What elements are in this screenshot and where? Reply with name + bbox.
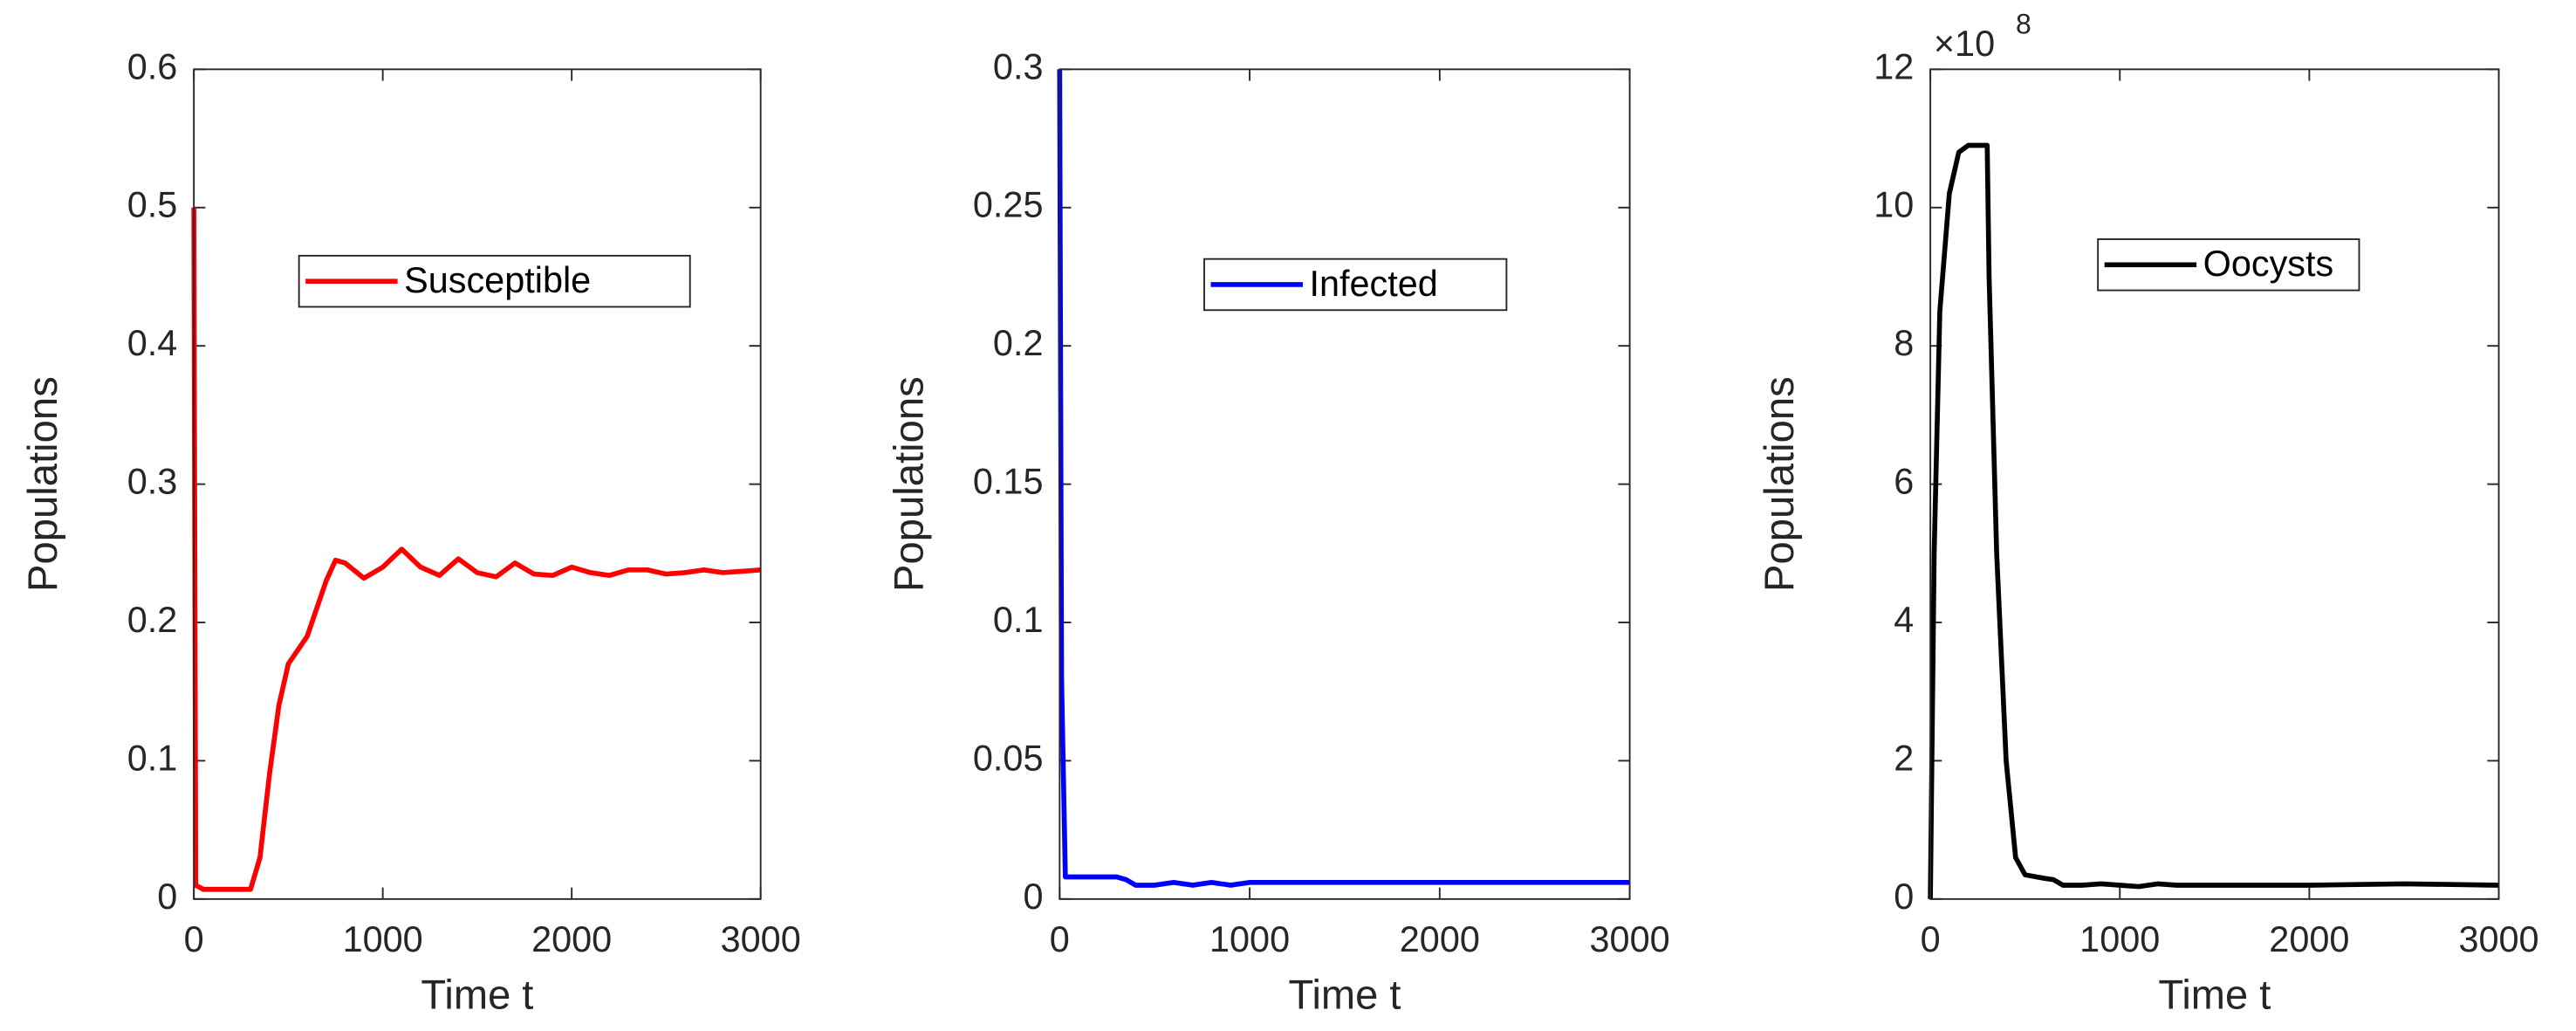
y-scale-exponent: 8 — [2016, 9, 2031, 40]
x-tick-label: 2000 — [1400, 918, 1480, 959]
y-scale-base: ×10 — [1934, 23, 1995, 64]
y-tick-label: 10 — [1874, 184, 1914, 225]
axes-background — [1930, 69, 2499, 899]
legend-label: Oocysts — [2203, 243, 2334, 284]
x-axis-label: Time t — [1288, 972, 1401, 1018]
x-tick-label: 1000 — [1209, 918, 1290, 959]
x-axis-label: Time t — [2158, 972, 2271, 1018]
y-tick-label: 0.05 — [973, 737, 1044, 778]
x-tick-label: 3000 — [1590, 918, 1670, 959]
x-tick-label: 0 — [184, 918, 204, 959]
y-tick-label: 0 — [1894, 876, 1914, 917]
y-axis-label: Populations — [885, 376, 931, 592]
y-tick-label: 0.1 — [127, 737, 178, 778]
y-tick-label: 0.5 — [127, 184, 178, 225]
y-tick-label: 0 — [157, 876, 177, 917]
axes-frame — [1058, 68, 1631, 900]
x-tick-label: 2000 — [531, 918, 612, 959]
y-tick-label: 2 — [1894, 737, 1914, 778]
y-tick-label: 0.15 — [973, 461, 1044, 502]
data-line — [191, 207, 761, 892]
y-tick-label: 0.6 — [127, 45, 178, 86]
y-tick-label: 0.4 — [127, 322, 178, 363]
y-tick-label: 0.25 — [973, 184, 1044, 225]
y-tick-label: 12 — [1874, 45, 1914, 86]
x-tick-label: 3000 — [2458, 918, 2538, 959]
y-tick-label: 0.2 — [993, 322, 1044, 363]
x-tick-label: 2000 — [2269, 918, 2349, 959]
subplot: 0 0.05 0.1 0.15 0.2 0.25 0.3 0 1000 2000 3000 Infec… — [885, 45, 1669, 1017]
x-tick-label: 0 — [1050, 918, 1070, 959]
axes-frame — [193, 68, 762, 900]
x-tick-label: 1000 — [2079, 918, 2160, 959]
x-tick-label: 1000 — [343, 918, 423, 959]
y-tick-label: 0.2 — [127, 599, 178, 640]
y-tick-label: 6 — [1894, 461, 1914, 502]
y-tick-label: 8 — [1894, 322, 1914, 363]
y-tick-label: 0.3 — [993, 45, 1044, 86]
x-axis-label: Time t — [421, 972, 533, 1018]
y-tick-label: 0.3 — [127, 461, 178, 502]
axes-frame — [1929, 68, 2500, 900]
subplot: 0 0.1 0.2 0.3 0.4 0.5 0.6 0 1000 2000 3000 Suscepti… — [19, 45, 801, 1017]
y-tick-label: 4 — [1894, 599, 1914, 640]
data-line — [1057, 69, 1630, 888]
y-axis-label: Populations — [1756, 376, 1802, 592]
data-line — [1928, 142, 2499, 899]
axes-background — [1059, 69, 1630, 899]
subplot: 0 2 4 6 8 10 12 0 1000 2000 3000 Oocysts Time t Popul… — [1756, 9, 2538, 1018]
y-tick-label: 0.1 — [993, 599, 1044, 640]
y-tick-label: 0 — [1023, 876, 1043, 917]
legend-label: Susceptible — [404, 259, 591, 300]
axes-background — [194, 69, 761, 899]
x-tick-label: 3000 — [721, 918, 801, 959]
y-axis-label: Populations — [19, 376, 65, 592]
legend-label: Infected — [1309, 263, 1437, 304]
x-tick-label: 0 — [1921, 918, 1941, 959]
